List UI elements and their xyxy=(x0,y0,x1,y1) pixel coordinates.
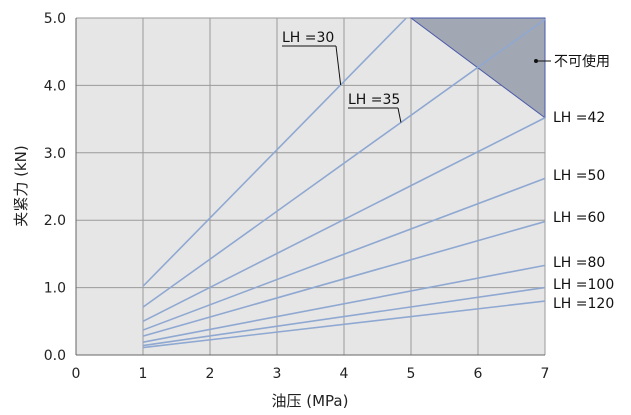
x-tick-label: 2 xyxy=(206,366,215,382)
series-label: LH =60 xyxy=(553,210,605,226)
series-line xyxy=(142,177,546,331)
series-label: LH =42 xyxy=(553,110,605,126)
series-label: LH =35 xyxy=(348,92,400,108)
region-label: 不可使用 xyxy=(554,53,610,70)
x-axis-title: 油压 (MPa) xyxy=(272,392,349,410)
x-tick-label: 5 xyxy=(407,366,416,382)
label-leader xyxy=(397,107,402,123)
y-axis-title: 夹紧力 (kN) xyxy=(12,145,30,226)
series-label: LH =50 xyxy=(553,168,605,184)
y-tick-label: 2.0 xyxy=(44,213,66,229)
x-tick-label: 4 xyxy=(340,366,349,382)
series-label: LH =30 xyxy=(282,30,334,46)
series-lines xyxy=(142,17,546,349)
series-line xyxy=(142,286,546,347)
x-tick-label: 6 xyxy=(474,366,483,382)
label-leader xyxy=(335,45,342,85)
x-tick-label: 0 xyxy=(72,366,81,382)
y-tick-label: 4.0 xyxy=(44,78,66,94)
series-line xyxy=(142,117,546,323)
grid xyxy=(75,17,546,356)
series-line xyxy=(142,264,546,343)
y-tick-label: 5.0 xyxy=(44,11,66,27)
series-labels: LH =42 LH =50 LH =60 LH =80 LH =100 LH =120 LH… xyxy=(282,30,614,312)
x-tick-label: 3 xyxy=(273,366,282,382)
series-label: LH =120 xyxy=(553,296,614,312)
y-tick-label: 1.0 xyxy=(44,281,66,297)
series-label: LH =100 xyxy=(553,277,614,293)
series-line xyxy=(142,18,546,308)
y-tick-label: 3.0 xyxy=(44,146,66,162)
series-line xyxy=(142,300,546,349)
y-tick-label: 0.0 xyxy=(44,348,66,364)
series-line xyxy=(142,17,407,287)
x-tick-label: 1 xyxy=(139,366,148,382)
x-tick-label: 7 xyxy=(541,366,550,382)
series-line xyxy=(142,220,546,337)
tick-labels: 0 1 2 3 4 5 6 7 0.0 1.0 2.0 3.0 4.0 5.0 xyxy=(44,11,550,382)
series-label: LH =80 xyxy=(553,255,605,271)
